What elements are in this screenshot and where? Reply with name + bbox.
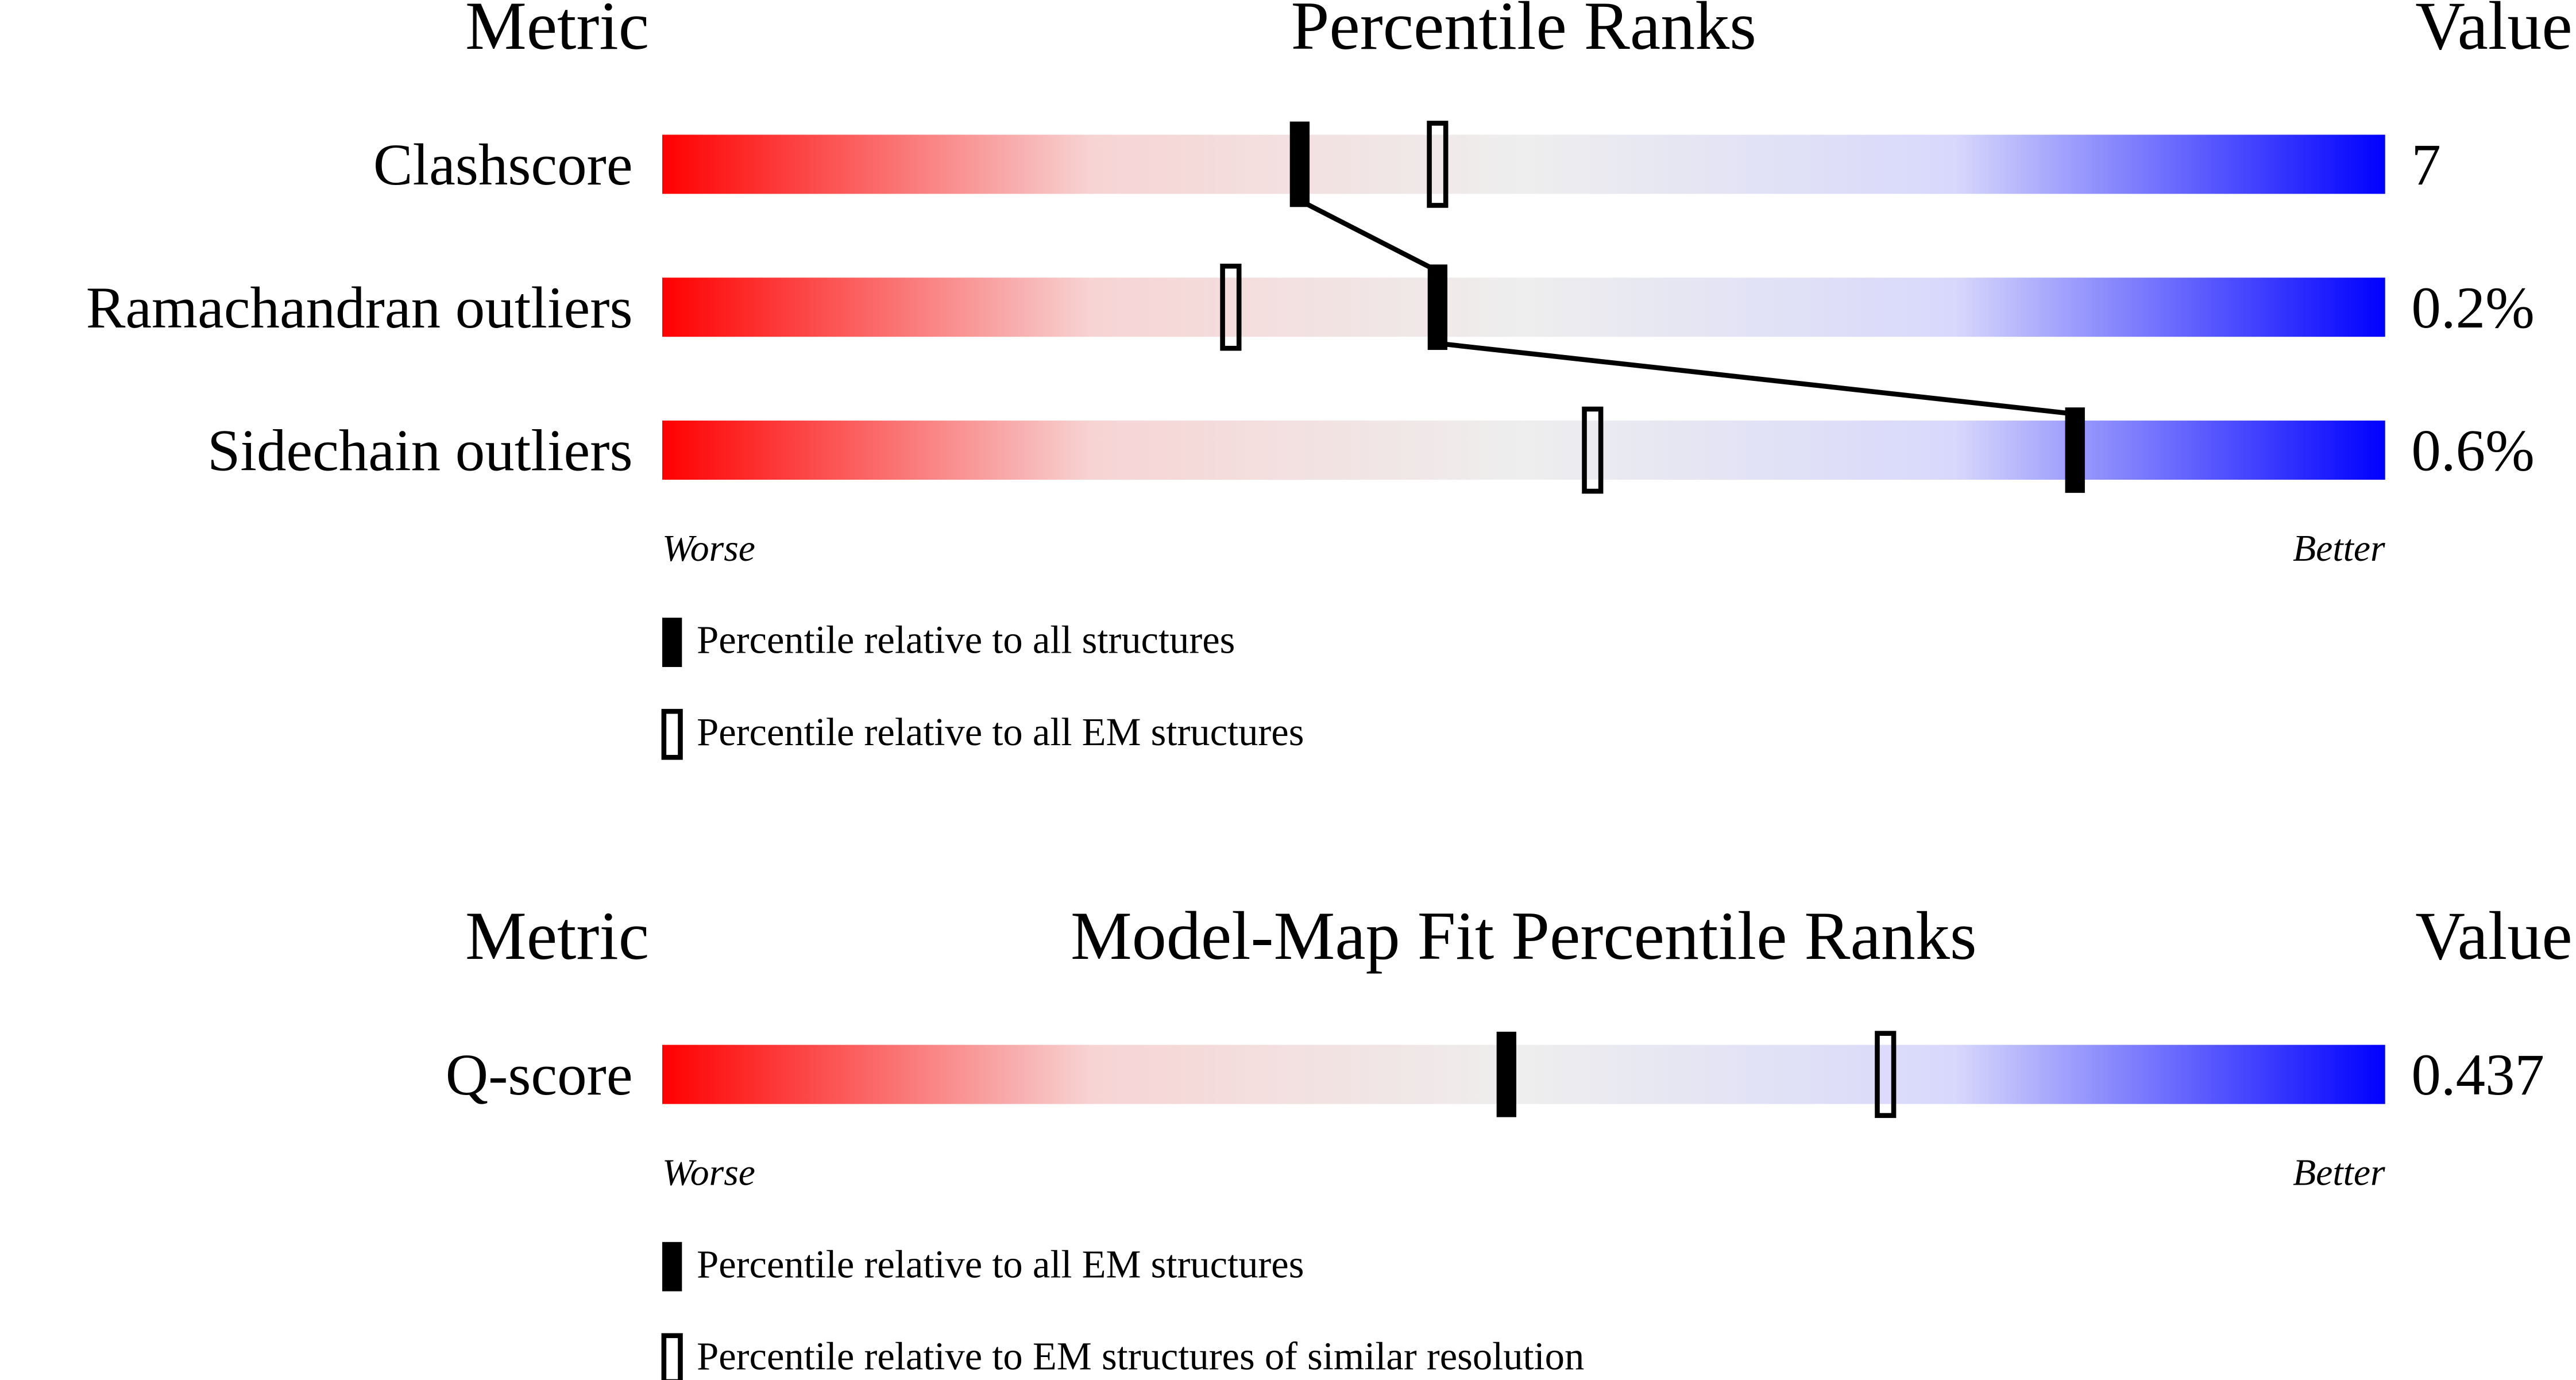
- metric-label: Q-score: [446, 1042, 633, 1108]
- metric-label: Sidechain outliers: [207, 418, 632, 484]
- high-label: Better: [2293, 1152, 2385, 1194]
- low-label: Worse: [662, 1152, 755, 1194]
- slider-bar: [662, 134, 2385, 194]
- slider-bar: [662, 1044, 2385, 1104]
- marker-outline: [1875, 1031, 1897, 1118]
- legend-icon: [661, 708, 683, 760]
- high-label: Better: [2293, 527, 2385, 569]
- legend-icon: [662, 1242, 682, 1292]
- legend-icon: [661, 1333, 683, 1380]
- connector-line: [1437, 341, 2076, 417]
- legend-label: Percentile relative to all EM structures: [697, 1242, 1304, 1286]
- legend-icon: [662, 618, 682, 667]
- marker-filled: [1427, 264, 1448, 350]
- metric-header: Metric: [465, 0, 649, 64]
- metric-value: 0.6%: [2411, 418, 2534, 484]
- marker-outline: [1582, 406, 1604, 494]
- legend-label: Percentile relative to all EM structures: [697, 710, 1304, 754]
- metric-value: 7: [2411, 132, 2440, 198]
- chart-title: Model-Map Fit Percentile Ranks: [1071, 897, 1977, 974]
- marker-filled: [2065, 407, 2085, 493]
- marker-outline: [1427, 121, 1449, 208]
- metric-header: Metric: [465, 897, 649, 974]
- metric-value: 0.2%: [2411, 275, 2534, 341]
- chart-title: Percentile Ranks: [1291, 0, 1756, 64]
- marker-filled: [1289, 121, 1310, 207]
- metric-label: Clashscore: [373, 132, 633, 198]
- metric-label: Ramachandran outliers: [86, 275, 633, 341]
- legend-label: Percentile relative to all structures: [697, 618, 1235, 662]
- value-header: Value: [2415, 897, 2572, 974]
- legend-label: Percentile relative to EM structures of …: [697, 1334, 1584, 1378]
- marker-filled: [1496, 1031, 1517, 1117]
- connector-line: [1298, 198, 1439, 273]
- slider-bar: [662, 277, 2385, 337]
- value-header: Value: [2415, 0, 2572, 64]
- slider-bar: [662, 421, 2385, 480]
- marker-outline: [1220, 263, 1242, 351]
- low-label: Worse: [662, 527, 755, 569]
- metric-value: 0.437: [2411, 1042, 2544, 1108]
